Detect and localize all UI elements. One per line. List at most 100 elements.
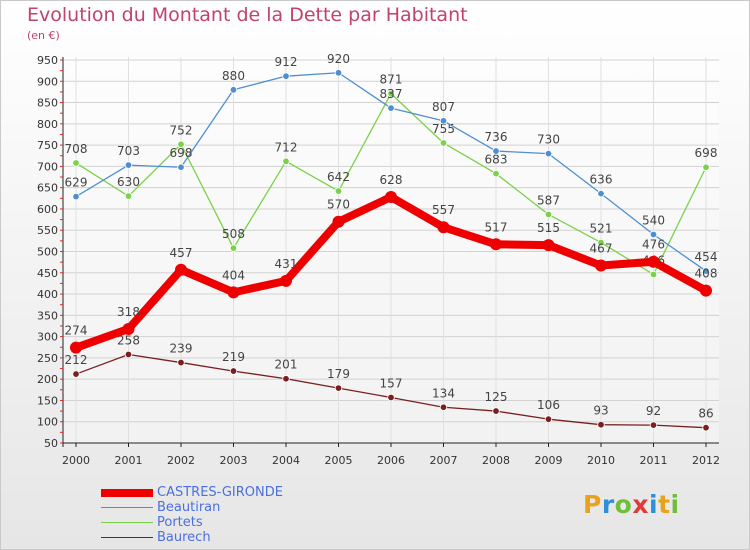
data-point-portets (177, 140, 185, 148)
data-point-portets (282, 157, 290, 165)
legend-label: CASTRES-GIRONDE (157, 485, 283, 500)
logo-letter: i (670, 490, 680, 519)
data-point-castres-gironde (490, 238, 502, 251)
data-point-beautiran (649, 230, 658, 239)
logo-letter: t (658, 490, 671, 519)
legend-item: CASTRES-GIRONDE (101, 485, 283, 500)
data-label-baurech: 86 (698, 407, 713, 421)
data-label-baurech: 258 (117, 333, 140, 347)
data-label-beautiran: 454 (695, 250, 718, 264)
data-point-castres-gironde (595, 259, 607, 272)
x-tick-label: 2006 (377, 454, 405, 467)
chart-title: Evolution du Montant de la Dette par Hab… (27, 4, 468, 26)
data-point-beautiran (597, 189, 605, 198)
data-point-beautiran (282, 72, 290, 80)
data-point-portets (597, 238, 605, 247)
x-tick-label: 2002 (167, 454, 195, 467)
y-tick-label: 700 (37, 160, 58, 173)
x-tick-label: 2012 (692, 454, 720, 467)
y-tick-label: 150 (37, 394, 58, 407)
data-point-baurech (177, 358, 185, 367)
data-label-portets: 521 (590, 222, 613, 236)
logo-letter: r (601, 490, 615, 519)
x-tick-label: 2009 (535, 454, 563, 467)
data-label-beautiran: 880 (222, 69, 245, 83)
data-label-castres-gironde: 557 (432, 203, 455, 217)
chart-subtitle: (en €) (27, 29, 60, 42)
x-tick-label: 2010 (587, 454, 615, 467)
x-tick-label: 2011 (640, 454, 668, 467)
x-tick-label: 2003 (220, 454, 248, 467)
data-point-castres-gironde (332, 215, 345, 228)
data-label-baurech: 201 (275, 358, 298, 372)
data-point-castres-gironde (700, 284, 712, 297)
data-point-portets (544, 210, 553, 219)
data-label-portets: 683 (485, 153, 508, 167)
data-point-portets (702, 163, 710, 171)
y-tick-label: 100 (37, 416, 58, 429)
data-label-castres-gironde: 404 (222, 268, 245, 282)
data-point-baurech (702, 423, 710, 432)
data-label-baurech: 106 (537, 398, 560, 412)
data-point-castres-gironde (227, 286, 240, 299)
data-point-portets (229, 244, 238, 252)
x-tick-label: 2005 (325, 454, 353, 467)
data-label-castres-gironde: 628 (380, 173, 403, 187)
y-tick-label: 350 (37, 309, 58, 322)
data-point-baurech (334, 384, 343, 392)
x-tick-label: 2000 (62, 454, 90, 467)
x-tick-label: 2007 (430, 454, 458, 467)
y-tick-label: 400 (37, 288, 58, 301)
data-label-portets: 508 (222, 227, 245, 241)
data-label-beautiran: 837 (380, 87, 403, 101)
data-point-castres-gironde (175, 263, 187, 276)
data-point-portets (649, 270, 658, 279)
y-tick-label: 600 (37, 203, 58, 216)
data-label-beautiran: 730 (537, 133, 560, 147)
data-label-baurech: 125 (485, 390, 508, 404)
x-tick-label: 2008 (482, 454, 510, 467)
data-label-beautiran: 698 (170, 146, 193, 160)
data-label-beautiran: 636 (590, 173, 613, 187)
data-label-castres-gironde: 457 (170, 246, 193, 260)
data-point-baurech (649, 421, 658, 429)
logo-letter: P (583, 490, 602, 519)
data-label-portets: 708 (65, 142, 88, 156)
data-label-baurech: 179 (327, 367, 350, 381)
data-label-castres-gironde: 431 (275, 257, 298, 271)
x-tick-label: 2001 (115, 454, 143, 467)
y-tick-label: 500 (37, 246, 58, 259)
data-point-castres-gironde (437, 221, 450, 234)
data-label-portets: 698 (695, 146, 718, 160)
logo-letter: o (614, 490, 633, 519)
y-tick-label: 50 (44, 437, 58, 450)
data-point-portets (72, 159, 80, 167)
data-label-portets: 587 (537, 193, 560, 207)
data-point-baurech (597, 421, 605, 429)
data-point-portets (439, 139, 448, 147)
data-point-beautiran (72, 192, 80, 201)
y-tick-label: 900 (37, 75, 58, 88)
data-point-castres-gironde (542, 239, 555, 252)
data-label-portets: 752 (170, 123, 193, 137)
data-point-beautiran (544, 149, 553, 158)
data-point-baurech (439, 403, 448, 411)
data-label-beautiran: 807 (432, 100, 455, 114)
data-point-beautiran (702, 267, 710, 275)
legend-label: Baurech (157, 530, 211, 545)
y-tick-label: 200 (37, 373, 58, 386)
data-label-baurech: 134 (432, 386, 455, 400)
y-tick-label: 300 (37, 331, 58, 344)
data-point-castres-gironde (122, 322, 135, 335)
legend-swatch (101, 488, 153, 497)
data-label-baurech: 157 (380, 376, 403, 390)
data-point-portets (492, 169, 500, 178)
data-point-portets (387, 89, 395, 98)
data-label-castres-gironde: 517 (485, 220, 508, 234)
proxiti-logo: Proxiti (583, 490, 680, 519)
data-point-beautiran (229, 86, 238, 94)
data-label-portets: 630 (117, 175, 140, 189)
legend-label: Beautiran (157, 500, 221, 515)
